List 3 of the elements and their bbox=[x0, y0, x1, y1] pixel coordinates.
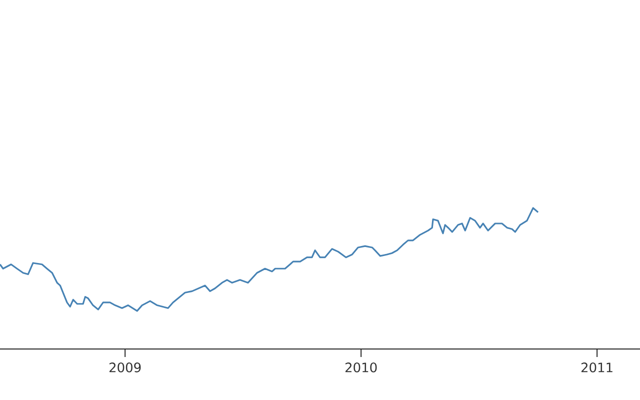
x-tick-label: 2009 bbox=[109, 362, 141, 372]
x-tick-label: 2010 bbox=[345, 362, 377, 372]
x-tick-label: 2011 bbox=[581, 362, 612, 372]
